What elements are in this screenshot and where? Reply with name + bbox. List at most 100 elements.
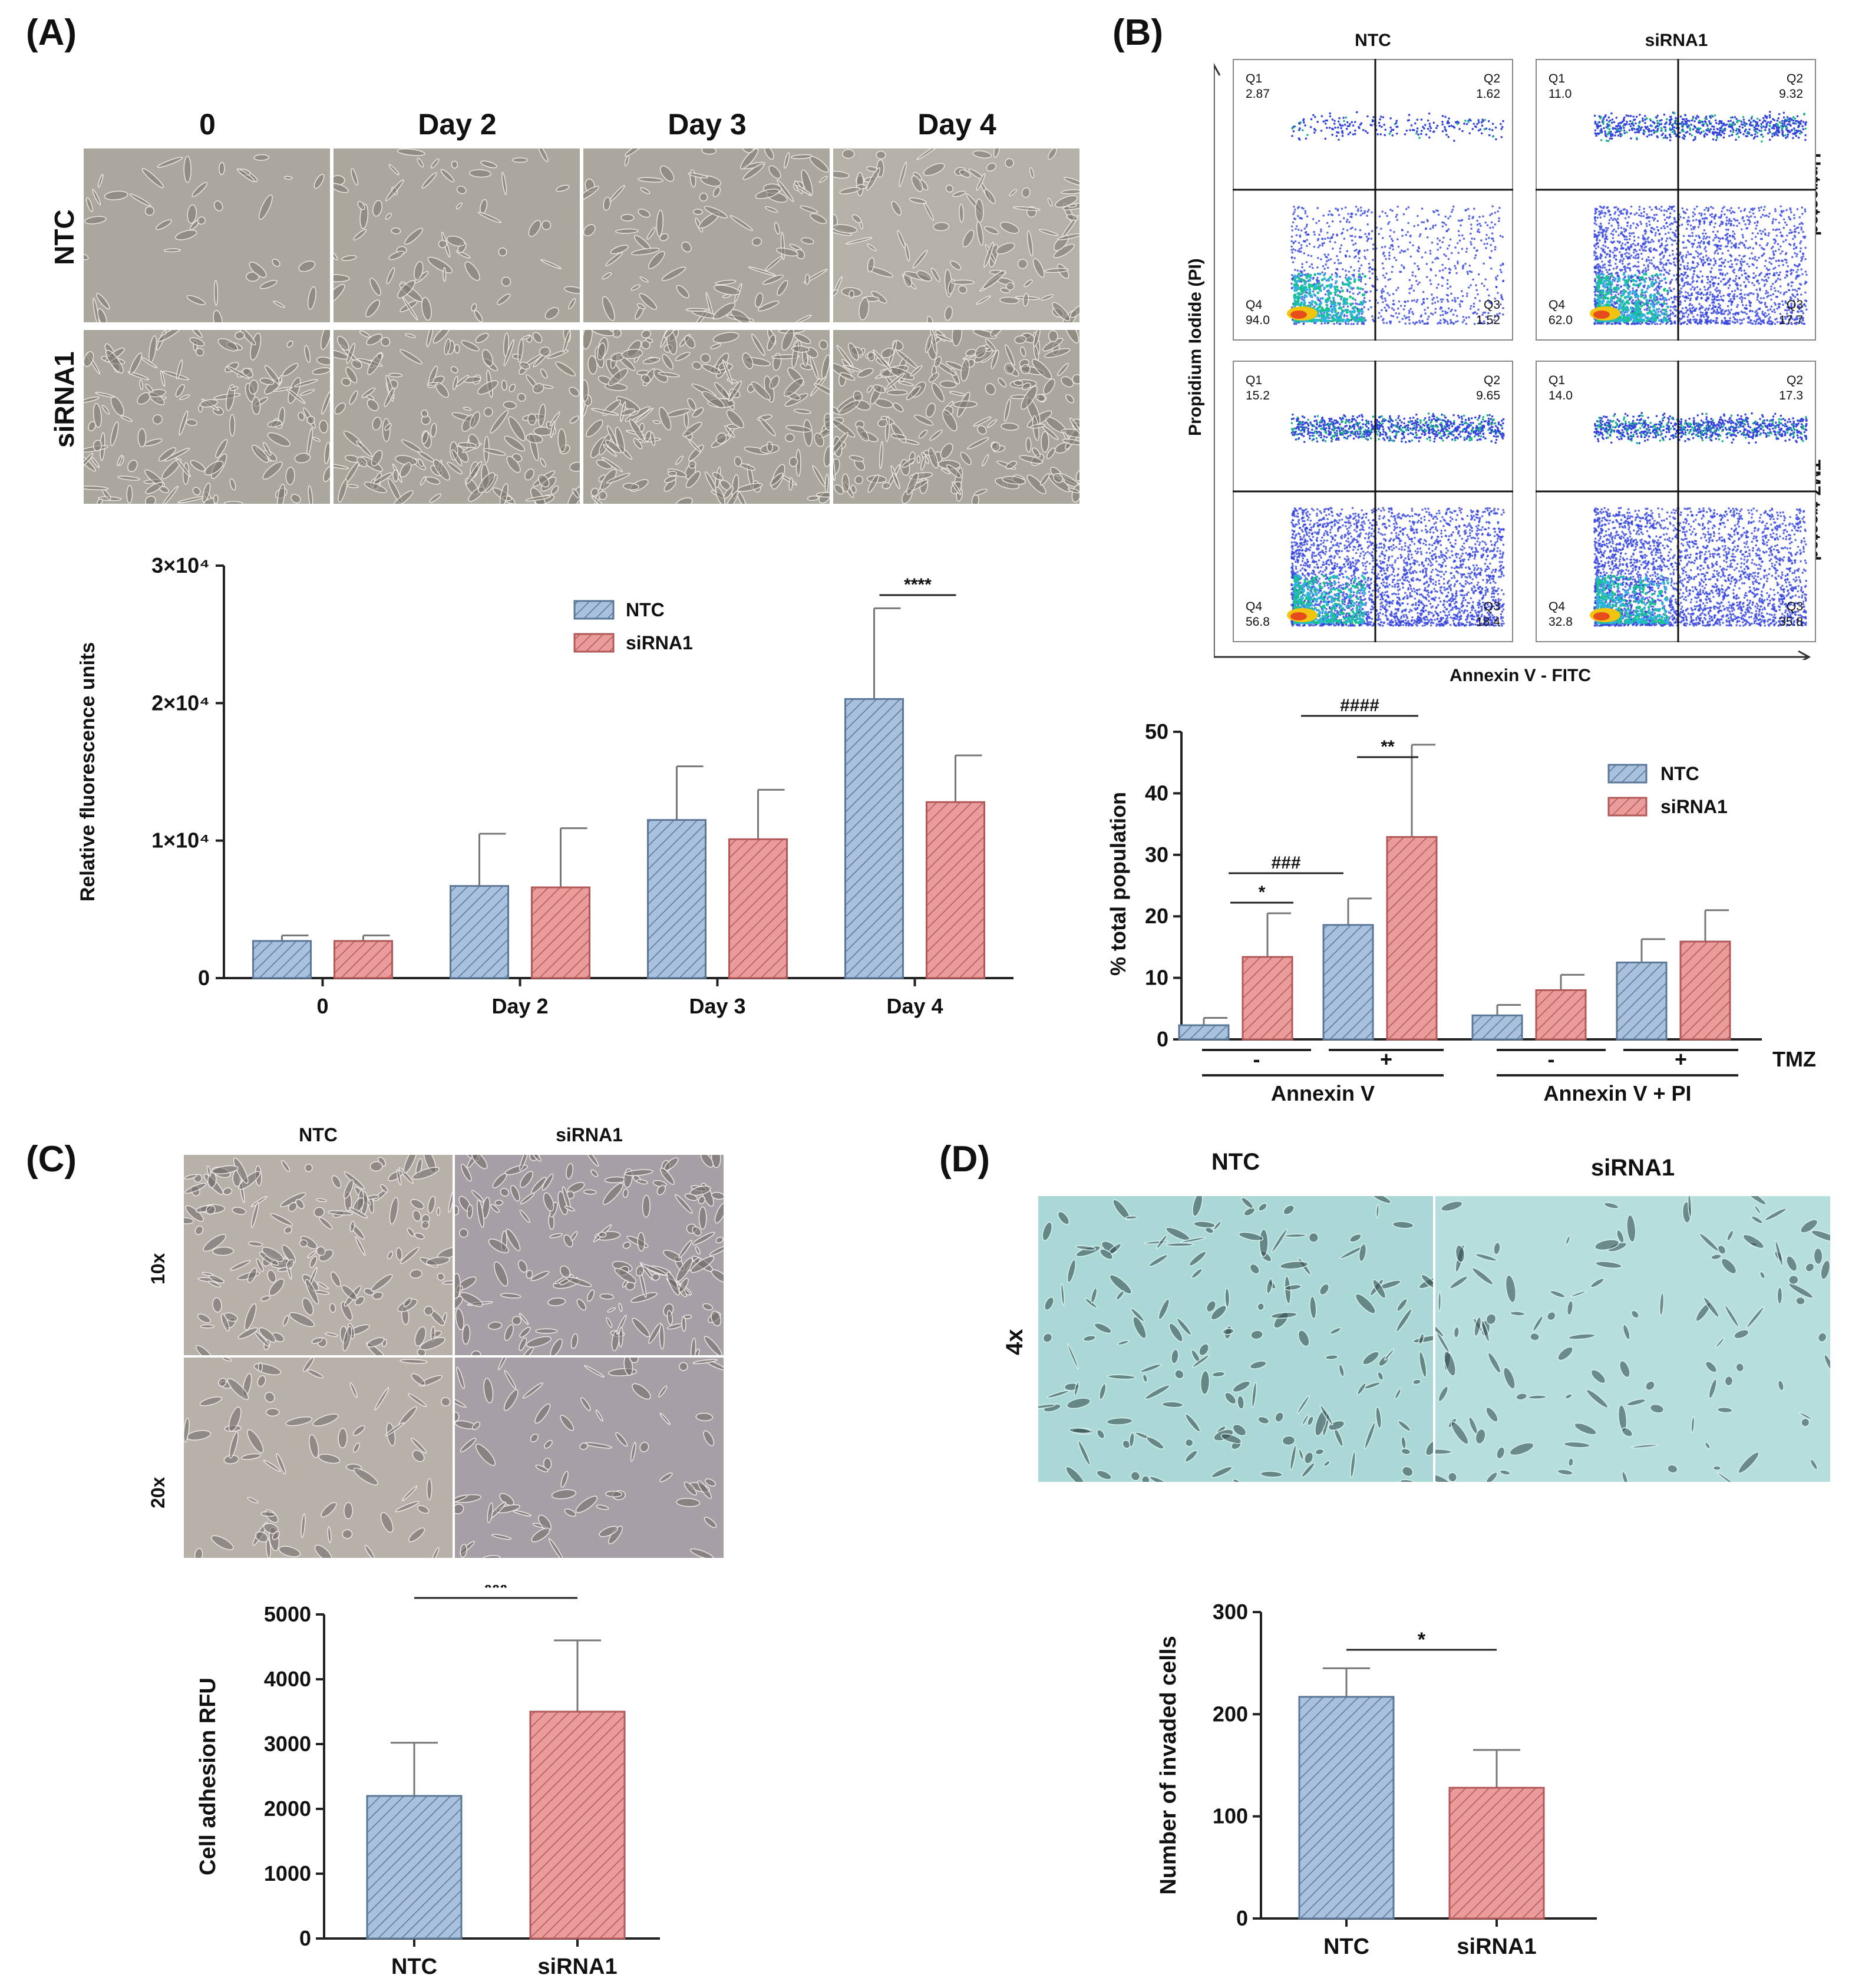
c-ytick-label: 5000 — [264, 1602, 311, 1626]
a-bar-sirna1-2 — [728, 838, 788, 979]
d-sig-text: * — [1418, 1629, 1426, 1651]
micro-row-sirna1: siRNA1 — [49, 351, 80, 448]
micrograph-d-ntc — [1038, 1196, 1433, 1482]
micrograph-c-sirna1-10x — [455, 1155, 724, 1355]
c-ytick-label: 1000 — [264, 1861, 311, 1885]
a-xtick-label: Day 4 — [886, 994, 943, 1018]
flow-q1-name: Q1 — [1549, 72, 1565, 85]
flow-q4-name: Q4 — [1246, 298, 1262, 312]
flow-q1-name: Q1 — [1246, 72, 1262, 85]
flow-q2-value: 1.62 — [1476, 87, 1500, 101]
flow-plot-2: Q1 15.2 Q2 9.65 Q4 56.8 Q3 18.4 — [1233, 361, 1513, 642]
flow-q3-name: Q3 — [1484, 600, 1500, 613]
d-ytick-label: 0 — [1236, 1906, 1248, 1930]
b-bar-sirna1-0 — [1242, 956, 1293, 1041]
micro-c-row-20x: 20x — [147, 1477, 169, 1508]
b-ylabel: % total population — [1106, 792, 1130, 976]
c-ytick-label: 0 — [299, 1926, 311, 1950]
a-bar-ntc-1 — [450, 885, 509, 979]
chart-b: 0 10 20 30 40 50 % total population - + - + TMZ Anne… — [1106, 696, 1816, 1105]
flow-q1-name: Q1 — [1549, 374, 1565, 387]
chart-a: 0 1×10⁴ 2×10⁴ 3×10⁴ Relative fluorescence un… — [77, 553, 1013, 1018]
a-bar-ntc-3 — [844, 698, 904, 979]
micro-col-day2: Day 2 — [418, 108, 497, 141]
micro-d-col-sirna1: siRNA1 — [1590, 1155, 1675, 1181]
panel-d-label: (D) — [939, 1139, 991, 1180]
micrograph-a-sirna1-day3 — [583, 330, 830, 504]
c-ylabel: Cell adhesion RFU — [196, 1677, 220, 1875]
flow-y-axis-label: Propidium Iodide (PI) — [1186, 258, 1205, 436]
flow-plot-1: Q1 11.0 Q2 9.32 Q4 62.0 Q3 17.7 — [1536, 59, 1816, 341]
flow-q2-name: Q2 — [1484, 72, 1500, 85]
a-ytick-label: 0 — [198, 966, 210, 990]
flow-q4-name: Q4 — [1549, 600, 1565, 613]
b-legend-label: siRNA1 — [1660, 796, 1728, 817]
b-group-annexin: Annexin V — [1271, 1081, 1375, 1105]
c-xtick-label: siRNA1 — [537, 1954, 617, 1979]
flow-q2-value: 9.32 — [1779, 87, 1803, 101]
chart-d: 0 100 200 300 Number of invaded cells NTC siRN… — [1156, 1600, 1597, 1959]
c-ytick-label: 4000 — [264, 1667, 311, 1691]
panel-c-label: (C) — [26, 1139, 77, 1180]
flow-q3-value: 18.4 — [1476, 615, 1500, 629]
flow-col-ntc: NTC — [1355, 31, 1391, 50]
b-bar-sirna1-2 — [1535, 989, 1587, 1041]
b-tmz-sign: - — [1548, 1047, 1555, 1071]
flow-q4-value: 62.0 — [1549, 313, 1573, 327]
b-sig-text: ** — [1381, 737, 1395, 757]
b-ytick-label: 0 — [1157, 1027, 1168, 1051]
a-bar-ntc-2 — [647, 819, 706, 979]
c-bar-sirna1 — [529, 1710, 626, 1940]
b-bar-sirna1-1 — [1386, 836, 1438, 1041]
b-bar-ntc-2 — [1471, 1014, 1523, 1041]
flow-plot-0: Q1 2.87 Q2 1.62 Q4 94.0 Q3 1.52 — [1233, 59, 1513, 341]
micrograph-c-ntc-20x — [184, 1358, 453, 1558]
d-bar-ntc — [1298, 1696, 1395, 1920]
b-ytick-label: 40 — [1145, 781, 1168, 805]
b-legend-swatch — [1607, 764, 1648, 784]
micro-c-col-sirna1: siRNA1 — [556, 1124, 623, 1145]
d-xtick-label: siRNA1 — [1457, 1934, 1536, 1959]
micrograph-a-ntc-day3 — [583, 148, 830, 322]
flow-q3-name: Q3 — [1484, 298, 1500, 312]
flow-q3-name: Q3 — [1787, 600, 1803, 613]
d-ytick-label: 300 — [1213, 1600, 1248, 1624]
flow-q4-value: 32.8 — [1549, 615, 1573, 629]
d-ytick-label: 200 — [1213, 1702, 1248, 1726]
flow-q4-value: 94.0 — [1246, 313, 1270, 327]
b-tmz-sign: + — [1380, 1047, 1392, 1071]
a-bar-sirna1-0 — [334, 940, 393, 979]
b-bar-sirna1-3 — [1679, 940, 1731, 1041]
micrograph-c-ntc-10x — [184, 1155, 453, 1355]
b-bar-ntc-1 — [1322, 924, 1374, 1041]
flow-x-axis-label: Annexin V - FITC — [1450, 666, 1591, 685]
flow-q3-name: Q3 — [1787, 298, 1803, 312]
micrograph-c-sirna1-20x — [455, 1358, 724, 1558]
micrograph-a-sirna1-day4 — [833, 330, 1079, 504]
micro-col-0: 0 — [199, 108, 216, 141]
micrograph-a-ntc-day4 — [833, 148, 1079, 322]
micrograph-a-sirna1-day2 — [334, 330, 580, 504]
flow-q1-value: 2.87 — [1246, 87, 1270, 101]
flow-plot-3: Q1 14.0 Q2 17.3 Q4 32.8 Q3 35.8 — [1536, 361, 1816, 642]
b-ytick-label: 30 — [1145, 843, 1168, 867]
flow-q3-value: 35.8 — [1779, 615, 1803, 629]
b-ytick-label: 10 — [1145, 966, 1168, 990]
micro-col-day4: Day 4 — [917, 108, 996, 141]
b-bar-ntc-3 — [1616, 962, 1668, 1041]
a-xtick-label: Day 2 — [491, 994, 548, 1018]
flow-axes — [1214, 62, 1811, 660]
a-bar-sirna1-3 — [926, 801, 985, 979]
c-ytick-label: 3000 — [264, 1732, 311, 1756]
flow-q2-name: Q2 — [1484, 374, 1500, 387]
micrograph-a-sirna1-0 — [84, 330, 330, 504]
micro-row-ntc: NTC — [49, 209, 80, 265]
panel-b-label: (B) — [1112, 12, 1164, 53]
flow-q4-name: Q4 — [1549, 298, 1565, 312]
a-ytick-label: 1×10⁴ — [151, 828, 210, 853]
flow-q2-name: Q2 — [1787, 374, 1803, 387]
d-ylabel: Number of invaded cells — [1156, 1636, 1181, 1894]
c-xtick-label: NTC — [391, 1954, 437, 1979]
chart-c: 0 1000 2000 3000 4000 5000 Cell adhesion RFU NT… — [196, 1585, 660, 1979]
a-ytick-label: 2×10⁴ — [151, 691, 210, 715]
